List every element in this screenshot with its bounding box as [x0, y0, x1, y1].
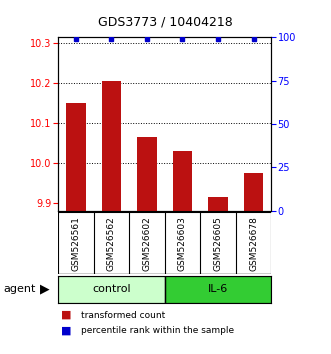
Text: ▶: ▶ — [40, 283, 50, 296]
FancyBboxPatch shape — [165, 276, 271, 303]
Bar — [244, 173, 263, 211]
Text: GSM526678: GSM526678 — [249, 216, 258, 271]
Text: GSM526605: GSM526605 — [213, 216, 222, 271]
Text: GSM526561: GSM526561 — [71, 216, 80, 271]
Text: percentile rank within the sample: percentile rank within the sample — [81, 326, 234, 336]
FancyBboxPatch shape — [58, 276, 165, 303]
Text: IL-6: IL-6 — [208, 284, 228, 295]
Text: GSM526602: GSM526602 — [142, 216, 151, 271]
Text: control: control — [92, 284, 131, 295]
Bar — [102, 81, 121, 211]
Text: transformed count: transformed count — [81, 310, 166, 320]
Text: ■: ■ — [61, 310, 72, 320]
Text: GSM526562: GSM526562 — [107, 216, 116, 271]
Bar — [137, 137, 157, 211]
Bar — [208, 197, 228, 211]
Text: ■: ■ — [61, 326, 72, 336]
Bar — [173, 151, 192, 211]
Text: GDS3773 / 10404218: GDS3773 / 10404218 — [98, 16, 233, 29]
Text: agent: agent — [3, 284, 36, 295]
Bar — [66, 103, 85, 211]
Text: GSM526603: GSM526603 — [178, 216, 187, 271]
